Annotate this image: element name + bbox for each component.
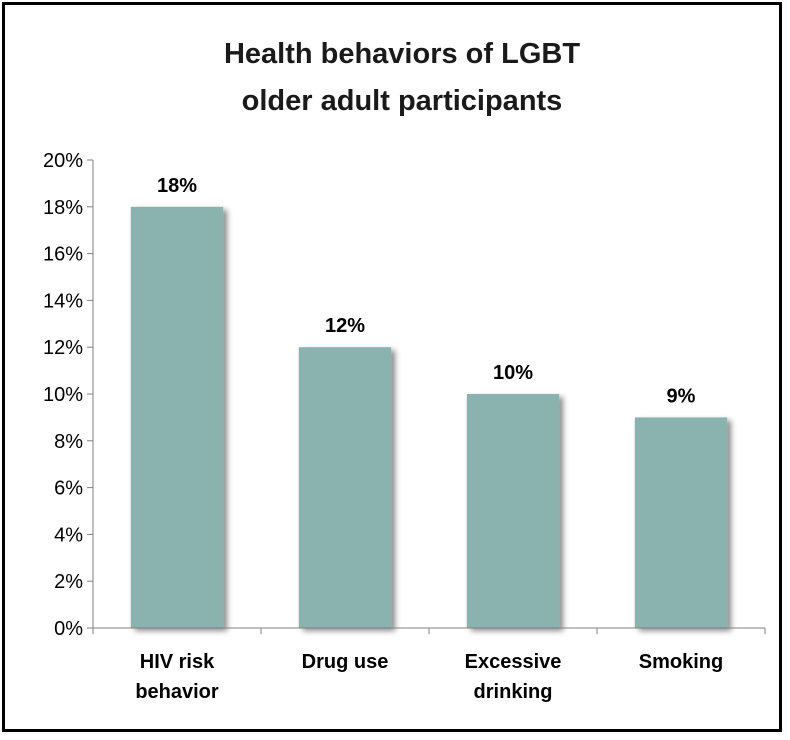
y-tick-label: 6% [54,478,83,500]
data-label: 12% [325,315,365,337]
bar [466,394,560,628]
y-tick-label: 12% [43,337,83,359]
y-tick-label: 14% [43,290,83,312]
bars: 18% 12% 10% 9% [130,175,728,629]
y-tick-label: 4% [54,524,83,546]
y-tick-label: 8% [54,431,83,453]
y-tick-label: 18% [43,197,83,219]
bar [298,347,392,628]
y-tick-label: 16% [43,244,83,266]
data-label: 10% [493,362,533,384]
bar [130,206,224,629]
x-tick-label: Excessive drinking [465,651,562,703]
chart-title: Health behaviors of LGBT older adult par… [224,38,580,117]
bar [634,417,728,628]
y-tick-label: 20% [43,150,83,172]
x-axis: HIV risk behavior Drug use Excessive drinkin… [92,627,766,703]
y-tick-label: 0% [54,618,83,640]
x-tick-label: HIV risk behavior [135,651,219,703]
chart-title-line-2: older adult participants [242,85,563,117]
data-label: 18% [157,175,197,197]
y-tick-label: 2% [54,571,83,593]
chart-title-line-1: Health behaviors of LGBT [224,38,580,70]
y-axis: 0% 2% 4% 6% 8% 10% 12% 14% 16% 18% 20% [43,150,94,640]
x-tick-label: Drug use [302,651,389,673]
data-label: 9% [667,385,696,407]
x-tick-label: Smoking [639,651,723,673]
y-tick-label: 10% [43,384,83,406]
